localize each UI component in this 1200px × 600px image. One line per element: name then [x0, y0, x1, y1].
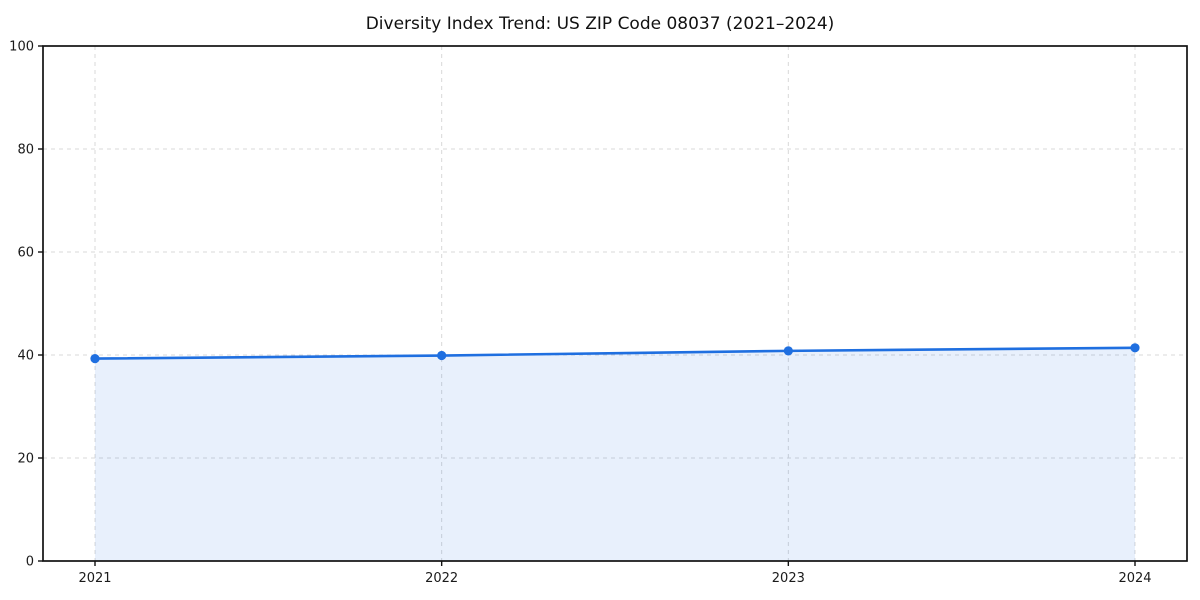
x-axis-tick-label: 2021 [78, 571, 111, 586]
area-fill [95, 347, 1135, 561]
y-axis-tick-label: 20 [17, 452, 34, 467]
y-axis-tick-label: 40 [17, 349, 34, 364]
x-axis-tick-label: 2024 [1118, 571, 1151, 586]
chart-title: Diversity Index Trend: US ZIP Code 08037… [365, 14, 835, 34]
data-point [90, 354, 100, 364]
y-axis-tick-label: 60 [17, 246, 34, 261]
y-axis-tick-label: 80 [17, 143, 34, 158]
plot-border [42, 45, 1188, 562]
y-axis-tick-label: 100 [9, 40, 34, 55]
data-point [437, 350, 447, 361]
y-axis-tick-label: 0 [26, 555, 34, 570]
x-axis-tick-label: 2022 [425, 571, 458, 586]
data-point [783, 346, 793, 356]
x-axis-tick-label: 2023 [772, 571, 805, 586]
data-point [1130, 343, 1140, 353]
trend-line [93, 346, 1137, 360]
